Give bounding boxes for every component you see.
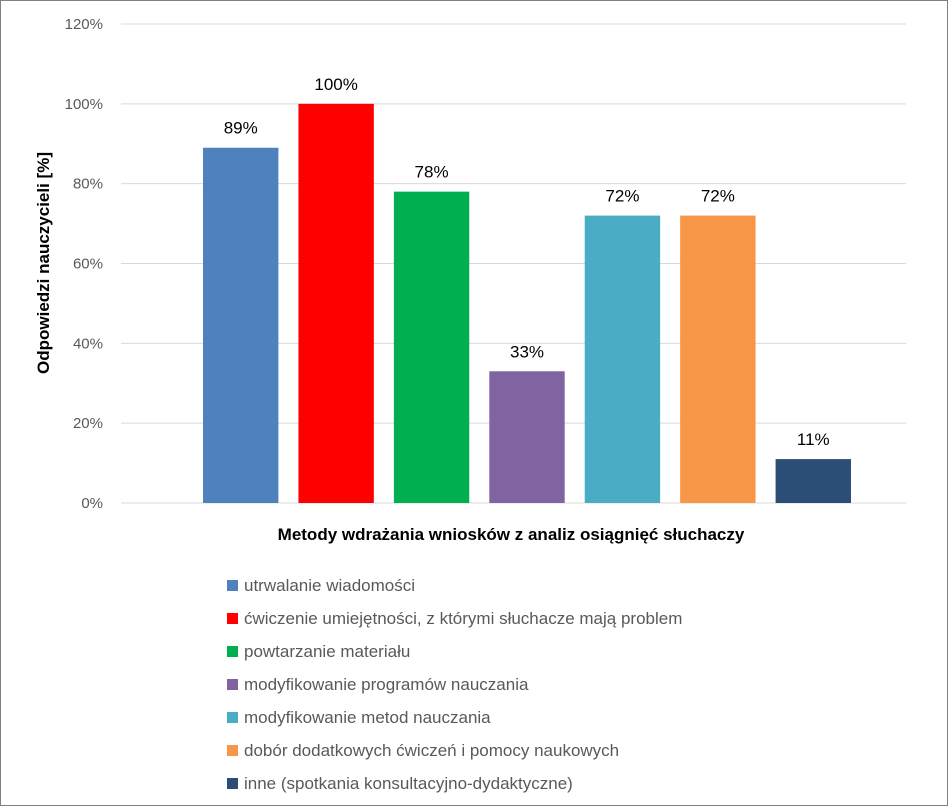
data-label: 11% — [797, 430, 830, 449]
legend: utrwalanie wiadomości ćwiczenie umiejętno… — [227, 569, 682, 800]
legend-item: utrwalanie wiadomości — [227, 569, 682, 602]
data-labels: 89% 100% 78% 33% 72% 72% 11% — [224, 75, 830, 449]
legend-item: modyfikowanie programów nauczania — [227, 668, 682, 701]
legend-swatch — [227, 646, 238, 657]
y-tick-label: 80% — [73, 176, 103, 193]
legend-label: utrwalanie wiadomości — [244, 575, 416, 595]
y-tick-label: 0% — [81, 495, 103, 512]
x-axis-title: Metody wdrażania wniosków z analiz osiąg… — [278, 525, 745, 544]
bar — [203, 147, 279, 503]
legend-item: powtarzanie materiału — [227, 635, 682, 668]
y-tick-label: 60% — [73, 256, 103, 273]
data-label: 72% — [605, 187, 639, 206]
legend-label: powtarzanie materiału — [244, 641, 411, 661]
bar — [680, 215, 756, 503]
legend-label: inne (spotkania konsultacyjno-dydaktyczn… — [244, 773, 573, 793]
bars — [203, 103, 851, 503]
legend-swatch — [227, 613, 238, 624]
bar-chart: 0% 20% 40% 60% 80% 100% 120% 89% 100% 78% 33% 72% 7… — [34, 16, 906, 544]
y-tick-label: 120% — [65, 16, 103, 33]
y-axis-title: Odpowiedzi nauczycieli [%] — [34, 152, 53, 374]
legend-label: modyfikowanie metod nauczania — [244, 707, 491, 727]
y-tick-label: 40% — [73, 335, 103, 352]
legend-item: ćwiczenie umiejętności, z którymi słucha… — [227, 602, 682, 635]
legend-label: dobór dodatkowych ćwiczeń i pomocy nauko… — [244, 740, 620, 760]
bar — [489, 371, 565, 503]
bar — [298, 103, 374, 503]
legend-swatch — [227, 712, 238, 723]
legend-item: modyfikowanie metod nauczania — [227, 701, 682, 734]
data-label: 33% — [510, 342, 544, 361]
bar — [775, 459, 851, 503]
y-axis-ticks: 0% 20% 40% 60% 80% 100% 120% — [65, 16, 103, 512]
legend-item: dobór dodatkowych ćwiczeń i pomocy nauko… — [227, 734, 682, 767]
data-label: 78% — [415, 163, 449, 182]
y-tick-label: 20% — [73, 415, 103, 432]
legend-swatch — [227, 745, 238, 756]
legend-swatch — [227, 679, 238, 690]
data-label: 100% — [314, 75, 357, 94]
legend-swatch — [227, 778, 238, 789]
legend-label: modyfikowanie programów nauczania — [244, 674, 529, 694]
data-label: 72% — [701, 187, 735, 206]
bar — [584, 215, 661, 503]
y-tick-label: 100% — [65, 96, 103, 113]
legend-item: inne (spotkania konsultacyjno-dydaktyczn… — [227, 767, 682, 800]
data-label: 89% — [224, 119, 258, 138]
legend-swatch — [227, 580, 238, 591]
bar — [393, 191, 470, 503]
legend-label: ćwiczenie umiejętności, z którymi słucha… — [244, 608, 683, 628]
